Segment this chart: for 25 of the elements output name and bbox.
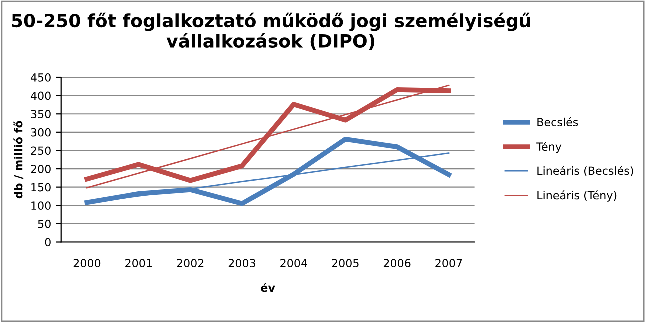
x-tick-label: 2003 [228, 259, 256, 268]
y-tick-label: 200 [31, 165, 51, 174]
y-tick-label: 450 [30, 73, 51, 82]
legend-label: Becslés [538, 117, 578, 127]
legend-label: Tény [536, 142, 562, 154]
chart-title: 50-250 főt foglalkoztató működő jogi személyiségű vállalkozások (DIPO) [12, 12, 530, 50]
x-tick-label: 2001 [126, 259, 152, 268]
y-tick-label: 150 [32, 183, 51, 192]
y-tick-label: 0 [45, 238, 51, 247]
x-axis-title: év [261, 283, 276, 292]
y-tick-label: 250 [31, 146, 51, 156]
x-tick-label: 2002 [177, 259, 204, 268]
legend-label: Lineáris (Tény) [538, 190, 617, 202]
legend-label: Lineáris (Becslés) [538, 166, 634, 176]
x-tick-label: 2006 [384, 259, 411, 268]
y-tick-label: 400 [30, 92, 51, 100]
x-tick-label: 2000 [74, 259, 101, 268]
x-tick-label: 2005 [332, 259, 359, 268]
y-tick-label: 50 [38, 220, 51, 228]
y-tick-label: 300 [31, 128, 51, 137]
y-axis-title: db / millió fő [14, 121, 24, 199]
x-tick-label: 2007 [436, 259, 462, 268]
x-tick-label: 2004 [280, 259, 308, 268]
y-tick-label: 100 [32, 202, 51, 210]
y-tick-label: 350 [31, 110, 51, 119]
